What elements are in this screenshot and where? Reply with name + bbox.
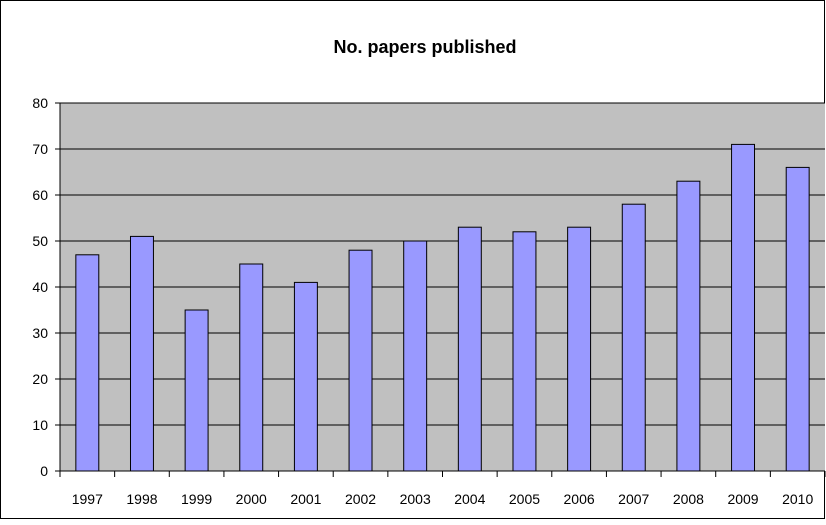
y-tick-label: 0 <box>40 463 48 479</box>
x-tick-label: 1998 <box>126 491 157 507</box>
y-tick-label: 40 <box>32 279 48 295</box>
x-tick-label: 2003 <box>400 491 431 507</box>
x-tick-label: 2007 <box>618 491 649 507</box>
bar-2002 <box>348 249 373 472</box>
x-tick-label: 2005 <box>509 491 540 507</box>
bar-1998 <box>129 235 154 472</box>
bar-2009 <box>731 143 756 472</box>
bar-2006 <box>567 226 592 472</box>
y-tick-label: 10 <box>32 417 48 433</box>
x-tick-label: 2000 <box>236 491 267 507</box>
x-tick-label: 2002 <box>345 491 376 507</box>
bar-2010 <box>785 166 810 472</box>
bar-2004 <box>457 226 482 472</box>
bar-2000 <box>239 263 264 472</box>
chart-title: No. papers published <box>333 37 516 57</box>
bar-1999 <box>184 309 209 472</box>
x-tick-label: 1997 <box>72 491 103 507</box>
bar-2001 <box>293 281 318 472</box>
bar-2008 <box>676 180 701 472</box>
x-tick-label: 2006 <box>564 491 595 507</box>
y-axis: 0 10 20 30 40 50 60 70 80 <box>32 95 61 479</box>
x-axis: 1997 1998 1999 2000 2001 2002 2003 2004 2005 2006… <box>59 470 826 507</box>
y-tick-label: 20 <box>32 371 48 387</box>
x-tick-label: 2010 <box>782 491 813 507</box>
bar-2003 <box>403 240 428 472</box>
x-tick-label: 2004 <box>454 491 485 507</box>
x-tick-label: 2008 <box>673 491 704 507</box>
y-tick-label: 30 <box>32 325 48 341</box>
x-tick-label: 2009 <box>727 491 758 507</box>
bar-2007 <box>621 203 646 472</box>
y-tick-label: 60 <box>32 187 48 203</box>
bar-2005 <box>512 231 537 472</box>
bars <box>75 143 810 472</box>
x-tick-label: 1999 <box>181 491 212 507</box>
bar-1997 <box>75 254 100 472</box>
x-tick-label: 2001 <box>290 491 321 507</box>
y-tick-label: 50 <box>32 233 48 249</box>
y-tick-label: 70 <box>32 141 48 157</box>
y-tick-label: 80 <box>32 95 48 111</box>
